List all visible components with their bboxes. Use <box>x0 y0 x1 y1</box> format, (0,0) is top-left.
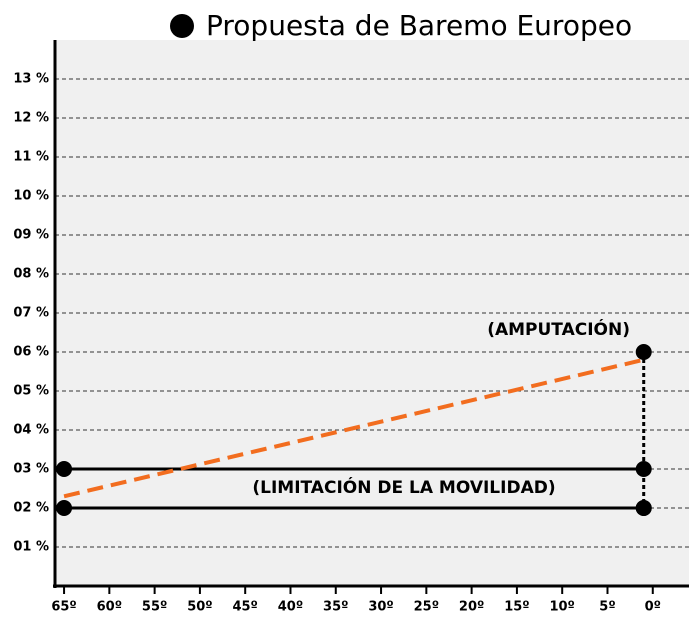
y-tick-label: 02 % <box>13 501 49 516</box>
x-tick-label: 0º <box>645 600 661 615</box>
y-tick-label: 01 % <box>13 540 49 555</box>
x-tick-label: 40º <box>278 600 303 615</box>
y-tick-label: 08 % <box>13 267 49 282</box>
y-tick-label: 05 % <box>13 384 49 399</box>
y-tick-label: 13 % <box>13 72 49 87</box>
y-tick-label: 04 % <box>13 423 49 438</box>
point <box>56 461 73 477</box>
y-tick-label: 10 % <box>13 189 49 204</box>
y-tick-label: 03 % <box>13 462 49 477</box>
x-tick-label: 20º <box>459 600 484 615</box>
annotation: (LIMITACIÓN DE LA MOVILIDAD) <box>252 476 555 498</box>
x-tick-label: 5º <box>599 600 615 615</box>
title-bullet <box>170 14 194 38</box>
y-tick-label: 12 % <box>13 111 49 126</box>
x-tick-label: 30º <box>368 600 393 615</box>
x-tick-label: 55º <box>142 600 167 615</box>
chart-title: Propuesta de Baremo Europeo <box>206 9 632 42</box>
x-tick-label: 15º <box>504 600 529 615</box>
series-line <box>63 357 645 499</box>
y-tick-label: 09 % <box>13 228 49 243</box>
x-tick-label: 45º <box>232 600 257 615</box>
x-tick-label: 65º <box>51 600 76 615</box>
x-tick-label: 35º <box>323 600 348 615</box>
point <box>635 461 652 477</box>
y-tick-label: 11 % <box>13 150 49 165</box>
x-tick-label: 60º <box>97 600 122 615</box>
point <box>635 500 652 516</box>
y-tick-label: 07 % <box>13 306 49 321</box>
point <box>635 344 652 360</box>
x-tick-label: 10º <box>549 600 574 615</box>
point <box>56 500 73 516</box>
x-tick-label: 50º <box>187 600 212 615</box>
y-tick-label: 06 % <box>13 345 49 360</box>
x-tick-label: 25º <box>414 600 439 615</box>
annotation: (AMPUTACIÓN) <box>487 318 630 340</box>
